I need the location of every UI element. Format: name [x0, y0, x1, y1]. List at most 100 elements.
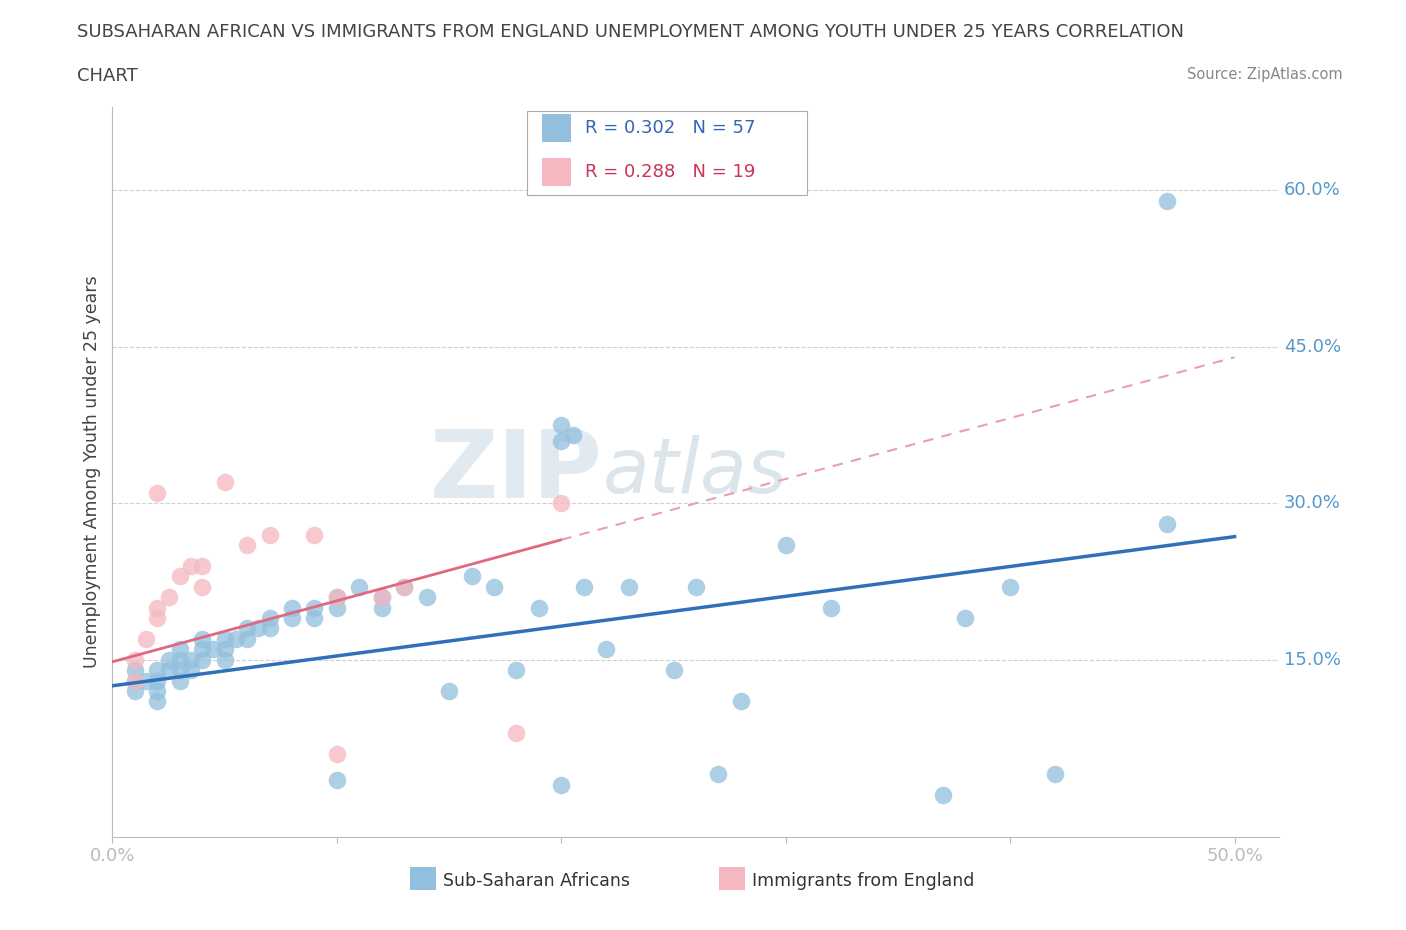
Point [998, 579, 1021, 594]
Text: Source: ZipAtlas.com: Source: ZipAtlas.com [1187, 67, 1343, 82]
Point [135, 673, 157, 688]
Point [460, 569, 482, 584]
Text: SUBSAHARAN AFRICAN VS IMMIGRANTS FROM ENGLAND UNEMPLOYMENT AMONG YOUTH UNDER 25 : SUBSAHARAN AFRICAN VS IMMIGRANTS FROM EN… [77, 23, 1184, 41]
Point [371, 600, 394, 615]
Text: 30.0%: 30.0% [1284, 494, 1341, 512]
Point [304, 527, 326, 542]
Point [617, 579, 640, 594]
Point [146, 600, 169, 615]
Point [685, 579, 707, 594]
Point [281, 611, 304, 626]
Point [550, 777, 572, 792]
Point [146, 611, 169, 626]
Point [662, 663, 685, 678]
Point [180, 663, 202, 678]
Point [304, 611, 326, 626]
Point [146, 684, 169, 698]
Point [1043, 767, 1066, 782]
Point [371, 590, 394, 604]
Point [775, 538, 797, 552]
Point [326, 590, 349, 604]
Point [225, 631, 247, 646]
Point [135, 631, 157, 646]
Point [169, 673, 191, 688]
Point [214, 475, 236, 490]
Point [437, 684, 460, 698]
FancyBboxPatch shape [527, 111, 807, 194]
Point [394, 579, 416, 594]
Point [169, 642, 191, 657]
Point [371, 590, 394, 604]
Text: 60.0%: 60.0% [1284, 181, 1341, 199]
Point [932, 788, 955, 803]
Point [326, 746, 349, 761]
Text: ZIP: ZIP [430, 426, 603, 518]
Point [191, 631, 214, 646]
FancyBboxPatch shape [411, 867, 436, 890]
Text: 45.0%: 45.0% [1284, 338, 1341, 356]
Point [157, 663, 180, 678]
Text: R = 0.302   N = 57: R = 0.302 N = 57 [585, 119, 755, 137]
Y-axis label: Unemployment Among Youth under 25 years: Unemployment Among Youth under 25 years [83, 275, 101, 669]
Point [505, 663, 527, 678]
Point [169, 663, 191, 678]
Text: R = 0.288   N = 19: R = 0.288 N = 19 [585, 163, 755, 181]
Point [180, 652, 202, 667]
Point [169, 652, 191, 667]
Point [169, 569, 191, 584]
Point [415, 590, 437, 604]
Text: Immigrants from England: Immigrants from England [752, 871, 974, 890]
Point [124, 652, 146, 667]
FancyBboxPatch shape [541, 113, 571, 141]
Point [259, 611, 281, 626]
Point [505, 725, 527, 740]
Point [202, 642, 225, 657]
Point [259, 621, 281, 636]
FancyBboxPatch shape [541, 158, 571, 186]
Point [595, 642, 617, 657]
Point [304, 600, 326, 615]
Point [180, 558, 202, 573]
Point [146, 673, 169, 688]
Point [550, 418, 572, 432]
Point [124, 673, 146, 688]
Point [124, 673, 146, 688]
Point [236, 621, 259, 636]
Point [955, 611, 977, 626]
Point [247, 621, 270, 636]
Text: 15.0%: 15.0% [1284, 651, 1341, 669]
Point [146, 485, 169, 500]
Point [124, 663, 146, 678]
Point [1156, 193, 1178, 208]
Point [1156, 517, 1178, 532]
Point [820, 600, 842, 615]
Point [191, 579, 214, 594]
Point [561, 428, 583, 443]
Text: CHART: CHART [77, 67, 138, 85]
Point [157, 590, 180, 604]
Point [281, 600, 304, 615]
Point [482, 579, 505, 594]
Point [157, 652, 180, 667]
Point [527, 600, 550, 615]
Point [326, 600, 349, 615]
Point [259, 527, 281, 542]
Point [326, 772, 349, 787]
Point [572, 579, 595, 594]
Point [730, 694, 752, 709]
Point [214, 652, 236, 667]
Point [236, 538, 259, 552]
Point [394, 579, 416, 594]
Point [146, 663, 169, 678]
Text: Sub-Saharan Africans: Sub-Saharan Africans [443, 871, 630, 890]
FancyBboxPatch shape [720, 867, 745, 890]
Point [550, 433, 572, 448]
Point [124, 684, 146, 698]
Point [191, 558, 214, 573]
Point [326, 590, 349, 604]
Point [707, 767, 730, 782]
Point [191, 652, 214, 667]
Point [146, 694, 169, 709]
Text: atlas: atlas [603, 435, 787, 509]
Point [191, 642, 214, 657]
